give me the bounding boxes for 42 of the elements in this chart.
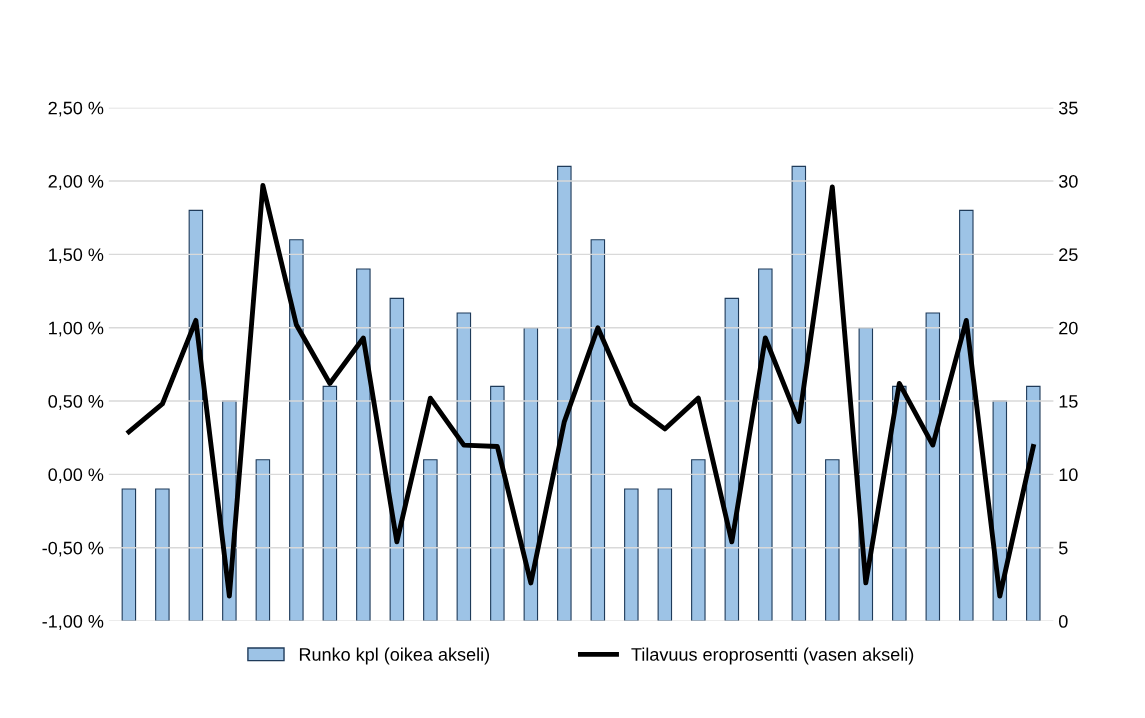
- bar: [892, 385, 907, 622]
- bar: [523, 327, 539, 622]
- bar: [356, 268, 371, 622]
- bar: [1026, 385, 1041, 622]
- bar: [121, 488, 137, 622]
- y2-tick-label: 30: [1058, 174, 1078, 188]
- bar: [289, 239, 304, 622]
- y-tick-label: 1,00 %: [49, 321, 104, 337]
- y2-tick-label: 15: [1059, 395, 1078, 408]
- bar: [624, 488, 639, 622]
- bar: [925, 312, 941, 622]
- legend-label: Runko kpl (oikea akseli): [299, 647, 490, 665]
- bar: [825, 459, 840, 622]
- bar: [322, 385, 338, 622]
- y-tick-label: 0,50 %: [48, 394, 104, 410]
- y-tick-label: -0,50 %: [42, 541, 104, 557]
- legend-label: Tilavuus eroprosentti (vasen akseli): [631, 647, 914, 665]
- y2-tick-label: 5: [1058, 541, 1068, 555]
- y2-tick-label: 20: [1059, 321, 1078, 335]
- bar: [691, 459, 706, 622]
- y-tick-label: 2,00 %: [48, 174, 104, 190]
- y-tick-label: 2,50 %: [48, 101, 104, 117]
- bar: [791, 165, 807, 622]
- bar: [758, 268, 773, 622]
- y2-tick-label: 0: [1058, 615, 1068, 628]
- bar: [255, 459, 271, 622]
- y-tick-label: 1,50 %: [49, 248, 104, 264]
- bar: [423, 459, 438, 622]
- y2-tick-label: 25: [1059, 248, 1078, 262]
- bar: [590, 239, 606, 622]
- bar: [456, 312, 472, 622]
- bar: [959, 209, 974, 622]
- bar: [557, 165, 572, 622]
- bar: [490, 385, 505, 622]
- y-tick-label: -1,00 %: [42, 615, 104, 630]
- bar: [155, 488, 170, 622]
- line-series: [126, 183, 1036, 599]
- bar: [657, 488, 673, 622]
- y-tick-label: 0,00 %: [48, 468, 104, 484]
- y2-tick-label: 10: [1059, 468, 1078, 482]
- bar: [724, 297, 740, 622]
- y2-tick-label: 35: [1058, 101, 1078, 115]
